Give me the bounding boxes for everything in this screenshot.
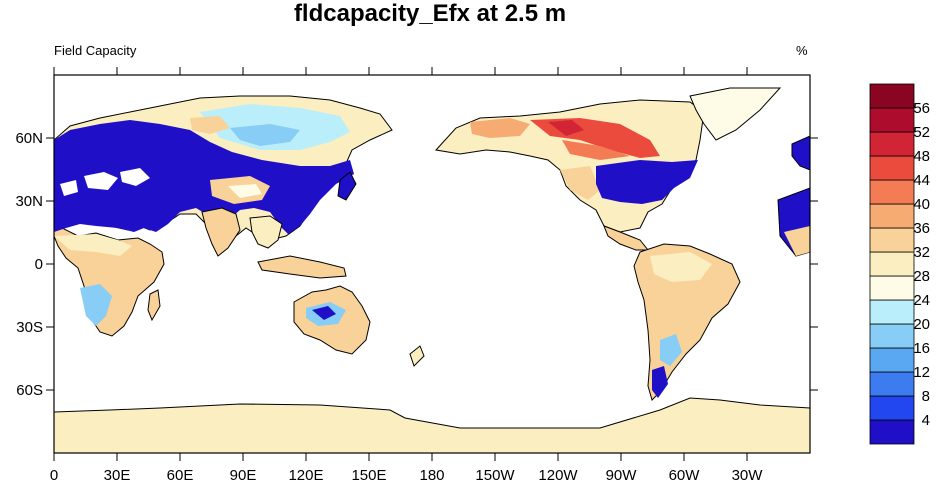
colorbar-label-28: 28 — [913, 268, 930, 285]
x-tick-labels: 0 30E 60E 90E 120E 150E 180 150W 120W 90… — [50, 467, 763, 484]
china-light — [228, 184, 262, 198]
madagascar — [147, 289, 161, 322]
new-zealand — [409, 345, 425, 367]
greenland-land — [689, 87, 782, 141]
colorbar-box-7 — [869, 251, 915, 277]
x-tick-60w: 60W — [669, 467, 701, 484]
colorbar-label-8: 8 — [922, 388, 930, 405]
colorbar-label-52: 52 — [913, 124, 930, 141]
colorbar-label-40: 40 — [913, 196, 930, 213]
colorbar-label-56: 56 — [913, 100, 930, 117]
south-america-land — [633, 243, 741, 401]
colorbar-boxes — [869, 83, 915, 445]
central-asia-white-patch — [120, 168, 150, 186]
colorbar-box-2 — [869, 371, 915, 397]
colorbar-box-0 — [869, 419, 915, 445]
y-tick-labels: 60N 30N 0 30S 60S — [15, 130, 43, 399]
x-tick-180: 180 — [419, 467, 444, 484]
colorbar-box-11 — [869, 155, 915, 181]
colorbar-box-1 — [869, 395, 915, 421]
siberia-blue — [230, 124, 300, 146]
y-tick-0: 0 — [35, 256, 43, 273]
colorbar: 56 52 48 44 40 36 32 28 24 20 16 12 8 4 — [869, 83, 930, 445]
x-tick-150w: 150W — [475, 467, 515, 484]
japan-land — [337, 171, 357, 201]
x-tick-60e: 60E — [167, 467, 194, 484]
y-tick-60n: 60N — [15, 130, 43, 147]
y-tick-30s: 30S — [16, 319, 43, 336]
colorbar-box-9 — [869, 203, 915, 229]
y-major-ticks — [46, 137, 818, 391]
canada-orange — [562, 140, 630, 160]
x-major-ticks — [53, 67, 748, 461]
x-tick-150e: 150E — [351, 467, 386, 484]
x-tick-0: 0 — [50, 467, 58, 484]
central-america — [603, 225, 650, 251]
colorbar-box-14 — [869, 83, 915, 109]
alaska-orange — [470, 118, 530, 138]
colorbar-box-4 — [869, 323, 915, 349]
x-tick-90e: 90E — [230, 467, 257, 484]
south-america-blue — [660, 334, 682, 366]
eastern-us-blue — [596, 160, 698, 204]
africa-north-dry — [54, 234, 132, 256]
colorbar-box-5 — [869, 299, 915, 325]
y-tick-30n: 30N — [15, 193, 43, 210]
patagonia-blue — [652, 366, 668, 398]
y-tick-60s: 60S — [16, 382, 43, 399]
x-tick-30e: 30E — [104, 467, 131, 484]
europe-white-patch — [84, 172, 118, 190]
india-land — [201, 207, 241, 257]
colorbar-box-13 — [869, 107, 915, 133]
west-africa-edge-orange — [784, 226, 810, 256]
colorbar-label-16: 16 — [913, 340, 930, 357]
colorbar-label-36: 36 — [913, 220, 930, 237]
x-tick-30w: 30W — [732, 467, 764, 484]
antarctica-land — [54, 397, 810, 453]
north-africa-white-patch — [60, 180, 78, 196]
x-tick-120e: 120E — [288, 467, 323, 484]
plot-title: fldcapacity_Efx at 2.5 m — [293, 0, 567, 27]
colorbar-box-8 — [869, 227, 915, 253]
west-europe-edge — [791, 135, 810, 171]
left-subtitle: Field Capacity — [54, 43, 137, 58]
indonesia-land — [257, 255, 347, 279]
colorbar-label-4: 4 — [922, 412, 930, 429]
colorbar-box-3 — [869, 347, 915, 373]
us-west-orange — [560, 166, 600, 200]
colorbar-label-44: 44 — [913, 172, 930, 189]
colorbar-box-6 — [869, 275, 915, 301]
colorbar-labels: 56 52 48 44 40 36 32 28 24 20 16 12 8 4 — [913, 100, 930, 429]
arabia-blue — [100, 196, 150, 228]
se-asia-land — [249, 215, 283, 249]
colorbar-label-32: 32 — [913, 244, 930, 261]
colorbar-label-12: 12 — [913, 364, 930, 381]
canada-dark-red — [548, 120, 584, 136]
x-tick-120w: 120W — [538, 467, 578, 484]
map-fill — [54, 87, 810, 453]
units-label: % — [796, 43, 808, 58]
x-tick-90w: 90W — [606, 467, 638, 484]
colorbar-label-24: 24 — [913, 292, 930, 309]
amazon-light — [650, 252, 712, 282]
west-siberia-orange — [190, 116, 230, 134]
south-africa-blue — [80, 284, 112, 326]
colorbar-label-48: 48 — [913, 148, 930, 165]
australia-deep-blue — [312, 306, 336, 320]
colorbar-label-20: 20 — [913, 316, 930, 333]
colorbar-box-12 — [869, 131, 915, 157]
colorbar-box-10 — [869, 179, 915, 205]
